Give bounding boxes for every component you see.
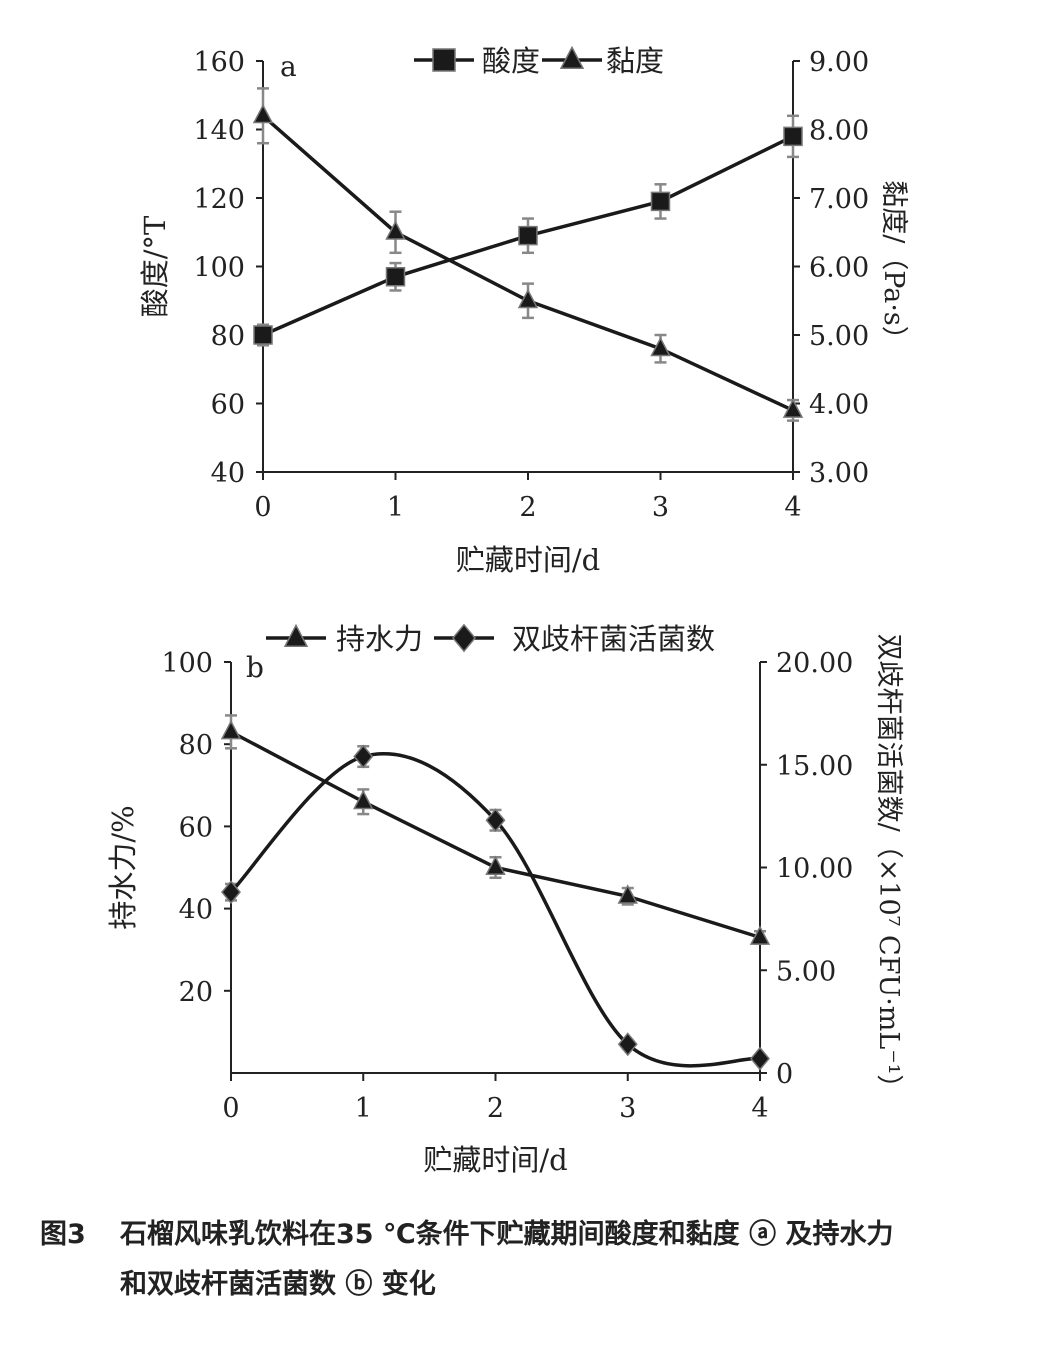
y-tick-label-right: 8.00 bbox=[809, 116, 869, 147]
data-point-triangle bbox=[617, 884, 638, 904]
y-tick-label-right: 0 bbox=[776, 1059, 793, 1090]
y-tick-label-left: 100 bbox=[161, 648, 213, 679]
legend-label: 黏度 bbox=[606, 44, 664, 78]
y-tick-label-right: 20.00 bbox=[776, 648, 853, 679]
series-line-1 bbox=[230, 730, 761, 940]
y-tick-label-left: 20 bbox=[179, 977, 213, 1008]
caption-number: 图3 bbox=[40, 1219, 86, 1250]
x-tick-label: 4 bbox=[784, 492, 801, 523]
y-tick-label-right: 5.00 bbox=[776, 956, 836, 987]
x-tick-label: 3 bbox=[652, 492, 669, 523]
x-tick-label: 2 bbox=[519, 492, 536, 523]
figure-caption: 图3 石榴风味乳饮料在35 ℃条件下贮藏期间酸度和黏度 ⓐ 及持水力 和双歧杆菌活… bbox=[40, 1210, 1050, 1310]
data-point-square bbox=[650, 191, 671, 212]
y-tick-label-left: 80 bbox=[179, 730, 213, 761]
y-tick-label-right: 7.00 bbox=[809, 184, 869, 215]
series-line-2 bbox=[261, 114, 794, 412]
data-point-square bbox=[518, 225, 538, 246]
data-point-diamond bbox=[353, 744, 374, 769]
figure-canvas: 4060801001201401603.004.005.006.007.008.… bbox=[106, 44, 909, 1177]
data-point-triangle bbox=[385, 220, 406, 240]
data-point-diamond bbox=[221, 880, 241, 905]
y-tick-label-right: 9.00 bbox=[809, 47, 869, 78]
y-tick-label-left: 60 bbox=[211, 390, 245, 421]
data-point-triangle bbox=[517, 288, 539, 309]
panel-label: a bbox=[280, 50, 297, 83]
legend-label: 酸度 bbox=[482, 44, 540, 78]
y-tick-label-right: 10.00 bbox=[776, 854, 853, 885]
legend-marker-diamond bbox=[452, 623, 476, 653]
data-point-triangle bbox=[353, 789, 374, 810]
data-point-square bbox=[783, 126, 803, 147]
y-tick-label-left: 80 bbox=[211, 321, 245, 352]
x-tick-label: 4 bbox=[751, 1093, 768, 1124]
x-axis-title: 贮藏时间/d bbox=[456, 543, 600, 577]
x-tick-label: 1 bbox=[387, 492, 404, 523]
y-axis-title-left: 持水力/% bbox=[106, 805, 140, 929]
y-axis-title-right: 双歧杆菌活菌数/（×10⁷ CFU·mL⁻¹） bbox=[873, 634, 904, 1102]
y-tick-label-left: 40 bbox=[179, 895, 213, 926]
y-tick-label-right: 4.00 bbox=[809, 390, 869, 421]
data-point-triangle bbox=[485, 855, 506, 875]
x-tick-label: 0 bbox=[222, 1093, 239, 1124]
y-tick-label-left: 60 bbox=[179, 812, 213, 843]
caption-line-1: 石榴风味乳饮料在35 ℃条件下贮藏期间酸度和黏度 ⓐ 及持水力 bbox=[120, 1219, 894, 1250]
y-tick-label-left: 160 bbox=[193, 47, 245, 78]
legend-marker-square bbox=[432, 48, 456, 72]
x-axis-title: 贮藏时间/d bbox=[423, 1143, 567, 1177]
data-point-triangle bbox=[220, 719, 242, 740]
legend-label: 双歧杆菌活菌数 bbox=[512, 622, 715, 656]
data-point-triangle bbox=[782, 398, 804, 418]
x-tick-label: 1 bbox=[355, 1093, 372, 1124]
y-tick-label-right: 6.00 bbox=[809, 253, 869, 284]
data-point-diamond bbox=[617, 1032, 638, 1057]
y-tick-label-right: 3.00 bbox=[809, 458, 869, 489]
chart-panel-a: 4060801001201401603.004.005.006.007.008.… bbox=[138, 44, 909, 577]
data-point-triangle bbox=[749, 925, 771, 945]
y-tick-label-right: 15.00 bbox=[776, 751, 853, 782]
series-line-2 bbox=[229, 752, 761, 1068]
y-tick-label-left: 40 bbox=[211, 458, 245, 489]
x-tick-label: 0 bbox=[254, 492, 271, 523]
x-tick-label: 2 bbox=[487, 1093, 504, 1124]
y-axis-title-right: 黏度/（Pa·s） bbox=[878, 180, 909, 353]
y-tick-label-left: 100 bbox=[193, 253, 245, 284]
data-point-diamond bbox=[485, 808, 506, 833]
y-tick-label-left: 140 bbox=[193, 116, 245, 147]
data-point-square bbox=[253, 325, 273, 345]
legend-marker-triangle bbox=[283, 623, 309, 647]
y-tick-label-left: 120 bbox=[193, 184, 245, 215]
y-tick-label-right: 5.00 bbox=[809, 321, 869, 352]
caption-line-2: 和双歧杆菌活菌数 ⓑ 变化 bbox=[120, 1269, 436, 1300]
x-tick-label: 3 bbox=[619, 1093, 636, 1124]
data-point-triangle bbox=[650, 336, 671, 357]
data-point-square bbox=[385, 267, 406, 287]
data-point-diamond bbox=[750, 1046, 770, 1071]
legend-label: 持水力 bbox=[336, 622, 423, 656]
data-point-triangle bbox=[252, 103, 274, 124]
chart-panel-b: 20 40 60 80 100 0 5.00 10.00 15.00 20.00 0 1 2 3 4 贮藏时间… bbox=[106, 622, 904, 1177]
y-axis-title-left: 酸度/°T bbox=[138, 215, 172, 317]
panel-label: b bbox=[246, 651, 264, 684]
legend-marker-triangle bbox=[559, 45, 585, 69]
